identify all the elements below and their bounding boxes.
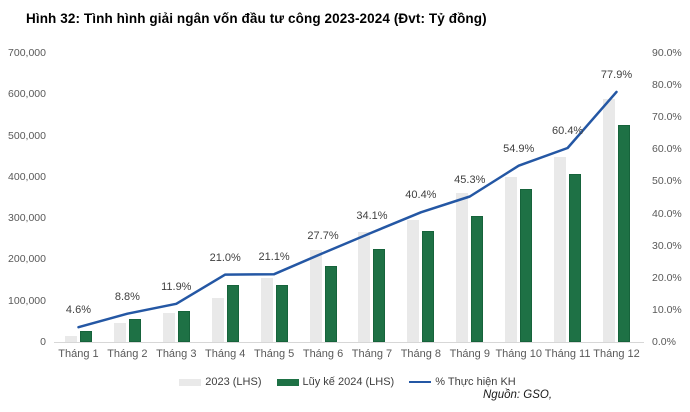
line-data-label: 21.0% bbox=[209, 251, 241, 264]
legend-label: Lũy kế 2024 (LHS) bbox=[302, 376, 395, 388]
bar-2023-5 bbox=[260, 277, 273, 342]
bar-2024-10 bbox=[520, 188, 533, 342]
bar-2023-12 bbox=[603, 98, 616, 342]
bar-2023-7 bbox=[358, 232, 371, 342]
bar-2024-3 bbox=[177, 310, 190, 342]
bar-2024-6 bbox=[324, 266, 337, 342]
x-axis-label: Tháng 9 bbox=[449, 348, 490, 360]
right-axis-tick: 90.0% bbox=[652, 47, 682, 59]
x-axis-label: Tháng 7 bbox=[351, 348, 393, 360]
bar-2024-7 bbox=[373, 248, 386, 342]
line-data-label: 11.9% bbox=[161, 280, 192, 293]
source-note: Nguồn: GSO, bbox=[483, 389, 553, 401]
line-data-label: 77.9% bbox=[600, 68, 633, 81]
legend-bar-swatch bbox=[179, 378, 202, 386]
line-data-label: 40.4% bbox=[405, 189, 437, 202]
x-axis-label: Tháng 1 bbox=[58, 348, 99, 360]
line-data-label: 45.3% bbox=[454, 173, 486, 186]
bar-2024-5 bbox=[275, 285, 288, 342]
left-axis-tick: 600,000 bbox=[8, 88, 46, 101]
bar-2023-10 bbox=[505, 176, 518, 342]
legend-line-swatch bbox=[409, 380, 432, 384]
x-axis-label: Tháng 12 bbox=[593, 348, 640, 360]
chart-legend: 2023 (LHS) Lũy kế 2024 (LHS) % Thực hiện K… bbox=[54, 376, 641, 388]
line-data-label: 34.1% bbox=[356, 209, 388, 222]
bar-2023-3 bbox=[162, 312, 175, 342]
right-axis-tick: 70.0% bbox=[652, 111, 682, 124]
left-axis-tick: 300,000 bbox=[8, 212, 46, 225]
line-data-label: 27.7% bbox=[307, 230, 339, 243]
legend-bar-swatch bbox=[276, 378, 299, 386]
bar-2024-8 bbox=[422, 230, 435, 342]
bar-2023-1 bbox=[64, 335, 77, 342]
left-axis-tick: 200,000 bbox=[8, 253, 46, 266]
right-axis-tick: 40.0% bbox=[652, 207, 682, 220]
line-data-label: 54.9% bbox=[503, 142, 535, 155]
bar-2024-11 bbox=[569, 173, 582, 342]
right-axis-tick: 80.0% bbox=[652, 79, 682, 92]
x-axis-label: Tháng 2 bbox=[107, 348, 148, 360]
right-axis-tick: 30.0% bbox=[652, 239, 682, 252]
right-axis-tick: 10.0% bbox=[652, 303, 682, 316]
bar-2024-4 bbox=[226, 285, 239, 342]
line-data-label: 4.6% bbox=[65, 304, 91, 317]
trend-line bbox=[77, 90, 618, 329]
line-data-label: 8.8% bbox=[114, 290, 140, 303]
legend-label: 2023 (LHS) bbox=[205, 376, 262, 388]
x-axis-label: Tháng 3 bbox=[156, 348, 197, 360]
bar-2024-2 bbox=[128, 318, 141, 342]
x-axis-label: Tháng 5 bbox=[253, 348, 295, 360]
x-axis-label: Tháng 8 bbox=[400, 348, 442, 360]
left-axis-tick: 700,000 bbox=[8, 47, 46, 59]
x-axis-label: Tháng 4 bbox=[205, 348, 246, 360]
line-data-label: 60.4% bbox=[552, 125, 584, 138]
bar-2023-8 bbox=[407, 219, 420, 342]
bar-2023-9 bbox=[456, 192, 469, 342]
bar-2023-2 bbox=[113, 323, 126, 342]
left-axis-tick: 400,000 bbox=[8, 170, 46, 183]
left-axis-tick: 0 bbox=[40, 336, 46, 348]
right-axis-tick: 0.0% bbox=[652, 336, 676, 348]
x-axis-label: Tháng 11 bbox=[544, 348, 591, 360]
line-data-label: 21.1% bbox=[258, 251, 290, 264]
legend-label: % Thực hiện KH bbox=[435, 376, 516, 388]
left-axis-tick: 500,000 bbox=[8, 129, 46, 142]
left-axis-tick: 100,000 bbox=[8, 294, 46, 307]
x-axis-label: Tháng 10 bbox=[495, 348, 542, 360]
right-axis-tick: 20.0% bbox=[652, 271, 682, 284]
bar-2023-4 bbox=[211, 298, 224, 342]
legend-item-series1: Lũy kế 2024 (LHS) bbox=[276, 376, 395, 388]
x-axis-label: Tháng 6 bbox=[302, 348, 344, 360]
legend-item-series0: 2023 (LHS) bbox=[179, 376, 262, 388]
legend-item-line: % Thực hiện KH bbox=[409, 376, 516, 388]
bar-2024-9 bbox=[471, 216, 484, 342]
bar-2024-12 bbox=[618, 124, 631, 342]
chart-title: Hình 32: Tình hình giải ngân vốn đầu tư … bbox=[26, 11, 487, 26]
right-axis-tick: 50.0% bbox=[652, 175, 682, 188]
bar-2023-11 bbox=[554, 156, 567, 342]
bar-2023-6 bbox=[309, 249, 322, 342]
x-axis-line bbox=[54, 342, 644, 344]
bar-2024-1 bbox=[79, 330, 92, 342]
right-axis-tick: 60.0% bbox=[652, 143, 682, 156]
